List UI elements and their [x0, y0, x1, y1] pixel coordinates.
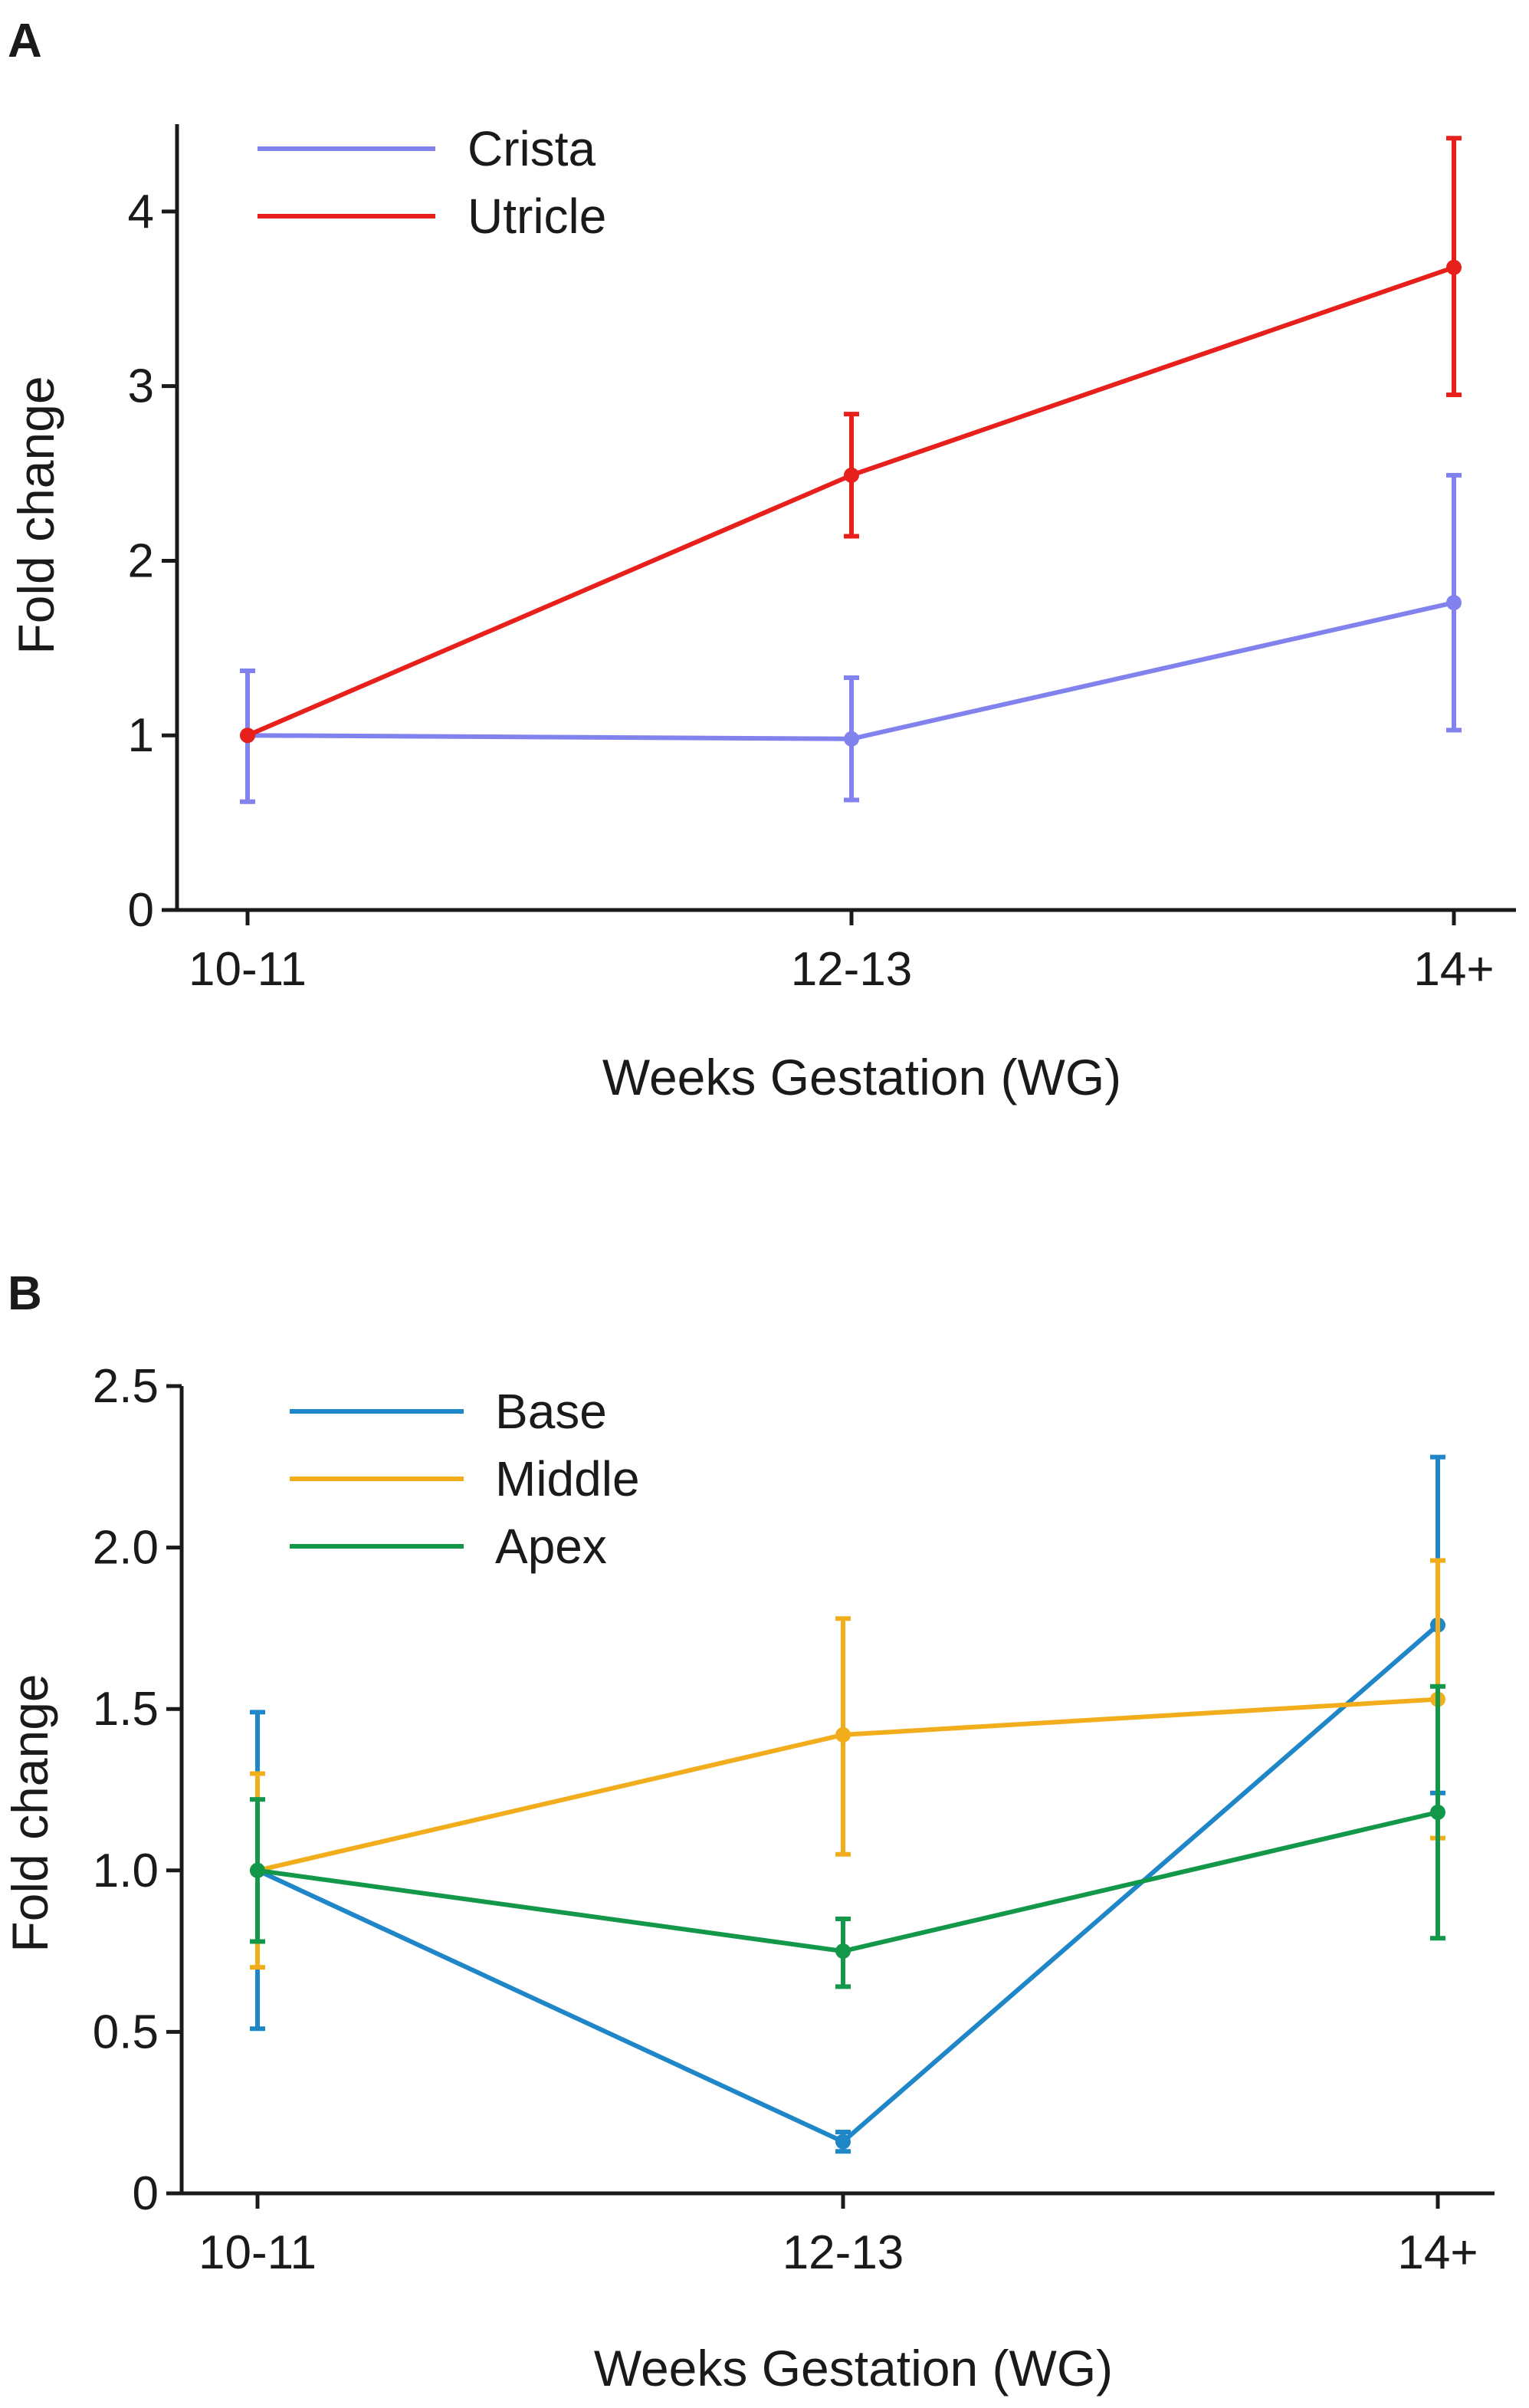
panel-b-y-tick-label: 0: [133, 2167, 159, 2220]
panel-b-y-axis-label: Fold change: [2, 1674, 58, 1952]
apex-data-point: [250, 1862, 265, 1878]
panel-a-x-tick-label: 10-11: [189, 943, 307, 996]
panel-a-y-axis-label: Fold change: [8, 376, 64, 654]
utricle-data-point: [1446, 259, 1462, 275]
panel-a-x-tick-label: 14+: [1413, 943, 1494, 996]
utricle-data-point: [844, 467, 859, 483]
crista-data-point: [1446, 595, 1462, 611]
panel-a-x-axis-label: Weeks Gestation (WG): [602, 1049, 1121, 1105]
panel-a-y-tick-label: 2: [128, 534, 154, 587]
panel-a: A 0 1 2 3 4 10-11 12-13 14+ Weeks Gestation (WG)…: [8, 15, 1516, 1105]
panel-a-y-tick-label: 4: [128, 186, 154, 238]
panel-b-y-tick-label: 0.5: [93, 2006, 159, 2058]
legend-label-crista: Crista: [468, 121, 596, 176]
panel-b-x-tick-label: 14+: [1397, 2226, 1478, 2279]
panel-b-y-tick-label: 2.5: [93, 1360, 159, 1413]
panel-b: B 0 0.5 1.0 1.5 2.0 2.5 10-11 12-13 14+ Weeks Ges…: [2, 1267, 1495, 2397]
panel-b-x-tick-label: 10-11: [199, 2226, 317, 2279]
panel-b-y-tick-label: 2.0: [93, 1522, 159, 1575]
panel-a-x-tick-label: 12-13: [791, 943, 913, 996]
panel-a-letter: A: [8, 15, 42, 67]
panel-b-y-tick-label: 1.5: [93, 1683, 159, 1736]
legend-label-utricle: Utricle: [468, 189, 606, 244]
panel-a-y-tick-label: 0: [128, 884, 154, 937]
panel-a-y-tick-label: 3: [128, 360, 154, 413]
base-series-line: [256, 1623, 1439, 2144]
apex-data-point: [1430, 1804, 1445, 1820]
crista-data-point: [844, 731, 859, 747]
middle-data-point: [835, 1726, 851, 1743]
panel-a-y-tick-label: 1: [128, 709, 154, 762]
middle-series-line: [257, 1697, 1439, 1873]
legend-label-middle: Middle: [495, 1451, 640, 1506]
apex-series-line: [257, 1810, 1439, 1954]
panel-b-letter: B: [8, 1267, 42, 1320]
base-data-point: [835, 2134, 851, 2150]
legend-label-base: Base: [495, 1384, 607, 1439]
legend-label-apex: Apex: [495, 1519, 607, 1574]
apex-data-point: [835, 1943, 851, 1960]
panel-b-x-axis-label: Weeks Gestation (WG): [594, 2340, 1113, 2397]
panel-b-x-tick-label: 12-13: [783, 2226, 904, 2279]
utricle-data-point: [240, 728, 255, 744]
panel-b-y-tick-label: 1.0: [93, 1845, 159, 1897]
